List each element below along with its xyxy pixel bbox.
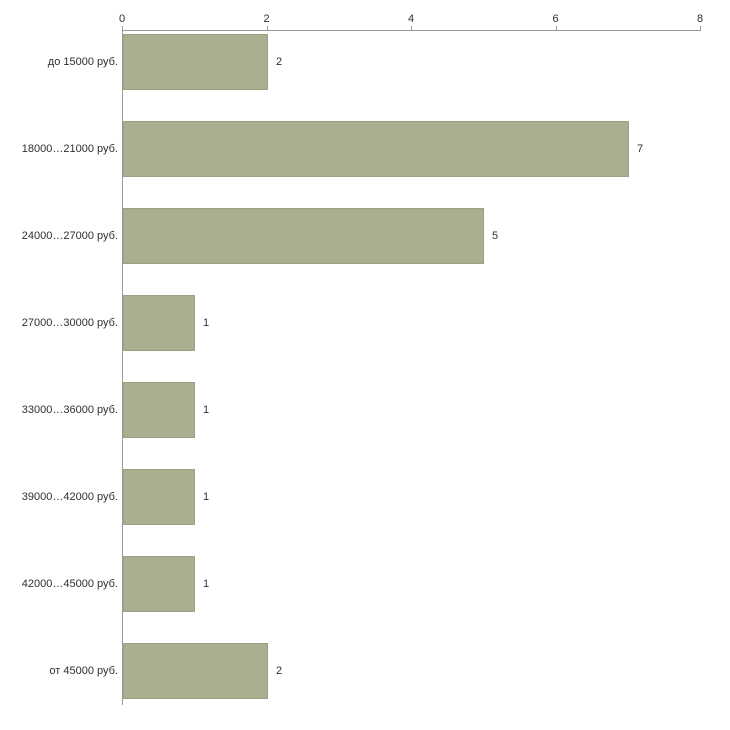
category-label: от 45000 руб. [49,665,118,677]
x-axis-tick-label: 4 [407,13,415,25]
bar-6 [123,556,195,612]
x-axis-tick-mark [411,26,412,31]
category-label: 39000…42000 руб. [21,491,118,503]
x-axis-tick-label: 6 [552,13,559,25]
x-axis-tick-mark [700,26,701,31]
value-label: 2 [276,56,283,68]
category-label: 18000…21000 руб. [21,143,118,155]
x-axis-tick-label: 2 [263,13,270,25]
value-label: 2 [276,665,283,677]
bar-5 [123,469,195,525]
bar-0 [123,34,268,90]
x-axis-tick-mark [266,26,268,31]
x-axis-tick-mark [555,26,557,31]
category-label: 27000…30000 руб. [21,317,118,329]
value-label: 1 [203,491,210,503]
category-label: до 15000 руб. [47,56,118,68]
category-label: 33000…36000 руб. [21,404,118,416]
value-label: 1 [203,317,210,329]
value-label: 1 [203,578,210,590]
y-axis-line [122,30,123,705]
value-label: 7 [637,143,644,155]
bar-2 [123,208,484,264]
x-axis-tick-mark [122,26,123,31]
category-label: 42000…45000 руб. [21,578,118,590]
category-label: 24000…27000 руб. [21,230,118,242]
bar-7 [123,643,268,699]
bar-1 [123,121,629,177]
value-label: 1 [203,404,210,416]
bar-3 [123,295,195,351]
bar-4 [123,382,195,438]
x-axis-tick-label: 0 [118,13,126,25]
value-label: 5 [492,230,499,242]
x-axis-tick-label: 8 [696,13,704,25]
